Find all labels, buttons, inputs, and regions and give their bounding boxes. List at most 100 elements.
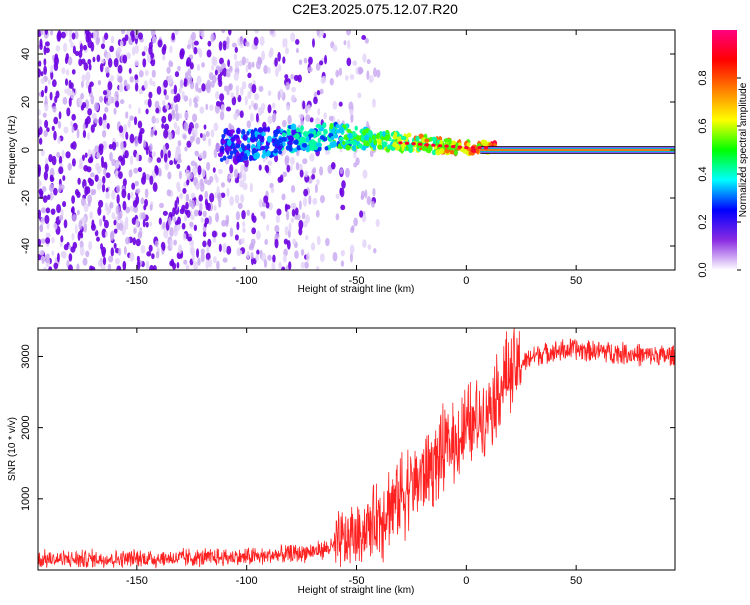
spectrogram-noise-speck: [209, 104, 214, 111]
spectrogram-noise-speck: [245, 64, 249, 73]
spectrogram-band-speck: [315, 124, 322, 129]
spectrogram-noise-speck: [215, 176, 219, 184]
spectrogram-band-speck: [407, 143, 414, 149]
spectrogram-noise-speck: [47, 194, 51, 200]
spectrogram-noise-speck: [40, 30, 44, 36]
spectrogram-noise-speck: [39, 224, 44, 233]
spectrogram-noise-speck: [277, 51, 281, 62]
spectrogram-noise-speck: [210, 32, 215, 43]
spectrogram-band-speck: [338, 126, 345, 134]
spectrogram-noise-speck: [150, 58, 156, 67]
spectrogram-noise-speck: [316, 235, 321, 246]
spectrogram-noise-speck: [71, 126, 75, 134]
spectrogram-band-speck: [242, 134, 248, 141]
spectrogram-noise-speck: [290, 185, 296, 193]
spectrogram-noise-speck: [217, 66, 223, 73]
spectrogram-noise-speck: [220, 104, 225, 113]
spectrogram-noise-speck: [324, 54, 328, 65]
spectrogram-noise-speck: [68, 79, 72, 90]
spectrogram-noise-speck: [196, 47, 202, 55]
spectrogram-noise-speck: [346, 57, 352, 67]
spectrogram-noise-speck: [67, 56, 73, 66]
spectrogram-noise-speck: [71, 232, 75, 241]
spectrogram-noise-speck: [157, 39, 163, 48]
spectrogram-noise-speck: [353, 162, 358, 168]
spectrogram-band-speck: [257, 127, 264, 133]
spectrogram-noise-speck: [277, 64, 282, 72]
spectrogram-noise-speck: [98, 95, 104, 103]
spectrogram-band-speck: [299, 136, 303, 143]
spectrogram-noise-speck: [96, 236, 100, 242]
spectrogram-band-speck: [400, 136, 407, 141]
spectrogram-noise-speck: [51, 125, 55, 131]
spectrogram-band-speck: [287, 140, 293, 146]
spectrogram-noise-speck: [372, 248, 377, 254]
spectrogram-noise-speck: [312, 197, 318, 205]
spectrogram-x-axis-title: Height of straight line (km): [298, 284, 415, 295]
spectrogram-noise-speck: [369, 149, 374, 158]
spectrogram-noise-speck: [167, 75, 173, 85]
spectrogram-noise-speck: [139, 127, 145, 134]
spectrogram-noise-speck: [103, 219, 109, 229]
spectrogram-noise-speck: [319, 60, 324, 66]
spectrogram-noise-speck: [152, 182, 158, 192]
spectrogram-noise-speck: [202, 210, 207, 218]
spectrogram-noise-speck: [110, 35, 115, 44]
spectrogram-noise-speck: [231, 42, 237, 48]
spectrogram-noise-speck: [196, 183, 201, 189]
spectrogram-band-speck: [305, 136, 310, 143]
spectrogram-noise-speck: [350, 113, 354, 123]
spectrogram-noise-speck: [131, 34, 135, 43]
spectrogram-noise-speck: [253, 93, 260, 101]
spectrogram-band-speck: [355, 134, 361, 142]
spectrogram-noise-speck: [71, 206, 75, 214]
spectrogram-y-tick-label: 20: [20, 96, 32, 108]
spectrogram-noise-speck: [238, 171, 243, 180]
spectrogram-band-speck: [307, 140, 314, 146]
snr-x-tick-label: -50: [349, 575, 365, 587]
spectrogram-noise-speck: [149, 143, 153, 152]
spectrogram-noise-speck: [56, 32, 62, 42]
spectrogram-noise-speck: [206, 49, 212, 58]
spectrogram-noise-speck: [217, 192, 222, 203]
spectrogram-band-speck: [324, 146, 329, 151]
spectrogram-noise-speck: [272, 112, 277, 122]
spectrogram-noise-speck: [211, 230, 217, 238]
spectrogram-peak-dot: [464, 146, 469, 150]
spectrogram-noise-speck: [199, 132, 203, 139]
spectrogram-noise-speck: [41, 257, 45, 264]
spectrogram-noise-speck: [288, 222, 292, 232]
spectrogram-band-speck: [443, 138, 450, 143]
spectrogram-noise-speck: [313, 96, 318, 105]
spectrogram-noise-speck: [60, 208, 64, 217]
spectrogram-noise-speck: [190, 160, 196, 167]
spectrogram-noise-speck: [122, 178, 127, 187]
spectrogram-noise-speck: [183, 214, 188, 222]
spectrogram-noise-speck: [265, 201, 270, 209]
spectrogram-noise-speck: [240, 86, 244, 97]
spectrogram-noise-speck: [144, 188, 149, 198]
spectrogram-noise-speck: [319, 194, 325, 204]
spectrogram-noise-speck: [368, 75, 374, 83]
spectrogram-noise-speck: [107, 95, 112, 105]
spectrogram-band-speck: [315, 142, 322, 148]
spectrogram-noise-speck: [68, 253, 73, 262]
spectrogram-noise-speck: [160, 149, 164, 159]
spectrogram-noise-speck: [329, 77, 334, 86]
spectrogram-noise-speck: [219, 93, 225, 102]
spectrogram-noise-speck: [131, 46, 136, 56]
spectrogram-noise-speck: [107, 263, 112, 270]
spectrogram-noise-speck: [43, 170, 49, 181]
spectrogram-noise-speck: [364, 189, 368, 199]
spectrogram-noise-speck: [246, 209, 251, 216]
spectrogram-band-speck: [235, 144, 240, 149]
spectrogram-noise-speck: [98, 116, 103, 126]
spectrogram-noise-speck: [208, 72, 214, 81]
spectrogram-noise-speck: [320, 30, 324, 37]
spectrogram-noise-speck: [284, 226, 289, 236]
spectrogram-noise-speck: [271, 261, 276, 270]
spectrogram-noise-speck: [119, 40, 124, 48]
spectrogram-noise-speck: [182, 187, 187, 194]
spectrogram-noise-speck: [100, 58, 105, 64]
spectrogram-noise-speck: [83, 62, 89, 71]
